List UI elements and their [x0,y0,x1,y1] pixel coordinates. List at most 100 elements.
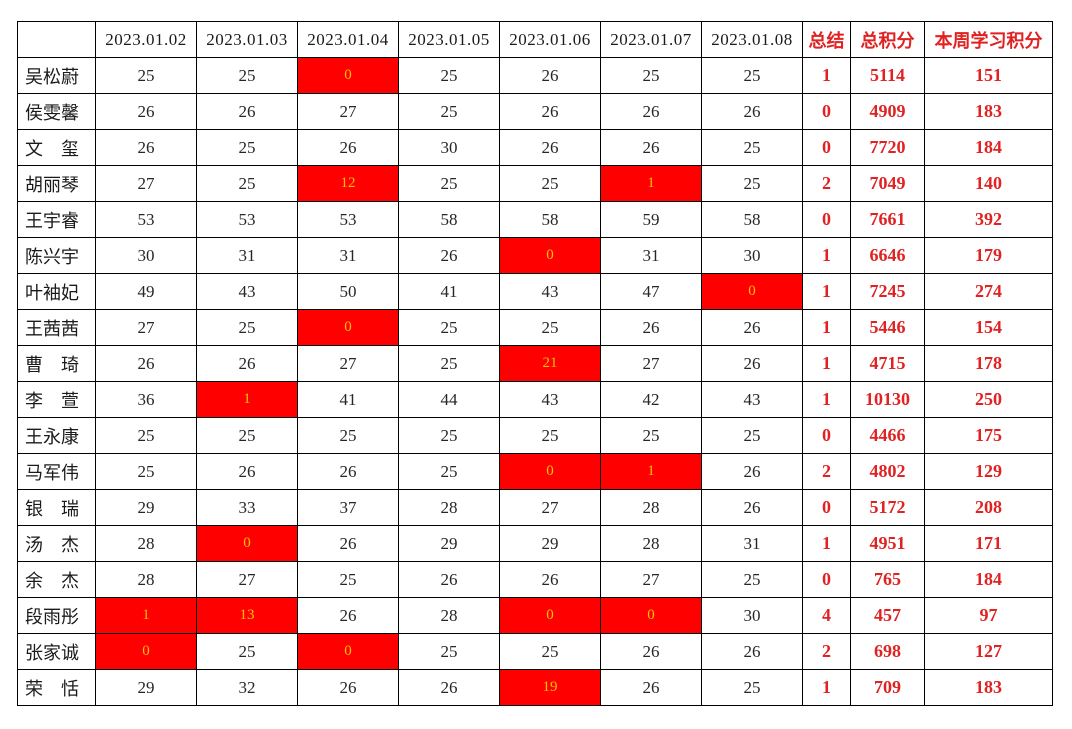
week-points-header: 本周学习积分 [924,21,1053,58]
day-cell: 42 [600,381,702,418]
day-cell: 25 [95,57,197,94]
day-cell: 53 [95,201,197,238]
student-name-cell: 曹 琦 [17,345,96,382]
week-points-cell: 140 [924,165,1053,202]
summary-cell: 0 [802,489,851,526]
summary-cell: 1 [802,237,851,274]
date-header: 2023.01.08 [701,21,803,58]
day-cell: 26 [398,237,500,274]
table-row: 段雨彤 1 13 26 28 0 0 30 4 457 97 [17,597,1053,634]
week-points-cell: 208 [924,489,1053,526]
day-cell: 26 [297,453,399,490]
day-cell: 43 [196,273,298,310]
total-points-cell: 709 [850,669,925,706]
day-cell: 25 [196,309,298,346]
highlighted-day-cell: 0 [196,525,298,562]
day-cell: 27 [499,489,601,526]
student-name-cell: 荣 恬 [17,669,96,706]
total-points-cell: 765 [850,561,925,598]
highlighted-day-cell: 0 [95,633,197,670]
week-points-cell: 175 [924,417,1053,454]
day-cell: 36 [95,381,197,418]
table-row: 张家诚 0 25 0 25 25 26 26 2 698 127 [17,633,1053,670]
highlighted-day-cell: 19 [499,669,601,706]
day-cell: 32 [196,669,298,706]
header-row: 2023.01.02 2023.01.03 2023.01.04 2023.01… [17,21,1053,58]
student-name-cell: 文 玺 [17,129,96,166]
week-points-cell: 129 [924,453,1053,490]
student-name-cell: 胡丽琴 [17,165,96,202]
day-cell: 26 [499,93,601,130]
highlighted-day-cell: 1 [95,597,197,634]
summary-cell: 2 [802,633,851,670]
day-cell: 49 [95,273,197,310]
day-cell: 43 [499,273,601,310]
day-cell: 27 [600,561,702,598]
day-cell: 53 [297,201,399,238]
highlighted-day-cell: 0 [701,273,803,310]
day-cell: 25 [297,417,399,454]
highlighted-day-cell: 1 [600,453,702,490]
total-points-cell: 7661 [850,201,925,238]
table-row: 李 萱 36 1 41 44 43 42 43 1 10130 250 [17,381,1053,418]
day-cell: 28 [600,525,702,562]
total-points-cell: 7245 [850,273,925,310]
week-points-cell: 274 [924,273,1053,310]
summary-cell: 2 [802,453,851,490]
week-points-cell: 97 [924,597,1053,634]
day-cell: 50 [297,273,399,310]
day-cell: 25 [398,165,500,202]
student-name-cell: 吴松蔚 [17,57,96,94]
student-name-cell: 银 瑞 [17,489,96,526]
table-row: 王宇睿 53 53 53 58 58 59 58 0 7661 392 [17,201,1053,238]
summary-cell: 0 [802,201,851,238]
summary-cell: 0 [802,129,851,166]
day-cell: 25 [600,57,702,94]
highlighted-day-cell: 13 [196,597,298,634]
day-cell: 25 [196,57,298,94]
day-cell: 26 [701,453,803,490]
week-points-cell: 178 [924,345,1053,382]
day-cell: 29 [398,525,500,562]
total-points-cell: 7720 [850,129,925,166]
total-points-header: 总积分 [850,21,925,58]
day-cell: 27 [297,345,399,382]
day-cell: 25 [398,93,500,130]
day-cell: 27 [297,93,399,130]
table-row: 王永康 25 25 25 25 25 25 25 0 4466 175 [17,417,1053,454]
day-cell: 27 [95,165,197,202]
student-name-cell: 陈兴宇 [17,237,96,274]
date-header: 2023.01.06 [499,21,601,58]
table-row: 叶袖妃 49 43 50 41 43 47 0 1 7245 274 [17,273,1053,310]
week-points-cell: 184 [924,561,1053,598]
total-points-cell: 5446 [850,309,925,346]
week-points-cell: 392 [924,201,1053,238]
day-cell: 41 [297,381,399,418]
week-points-cell: 250 [924,381,1053,418]
day-cell: 33 [196,489,298,526]
week-points-cell: 154 [924,309,1053,346]
highlighted-day-cell: 0 [600,597,702,634]
day-cell: 26 [600,129,702,166]
day-cell: 31 [297,237,399,274]
total-points-cell: 457 [850,597,925,634]
highlighted-day-cell: 21 [499,345,601,382]
day-cell: 26 [95,345,197,382]
week-points-cell: 151 [924,57,1053,94]
date-header: 2023.01.04 [297,21,399,58]
summary-cell: 1 [802,669,851,706]
date-header: 2023.01.03 [196,21,298,58]
day-cell: 25 [499,417,601,454]
day-cell: 25 [398,57,500,94]
total-points-cell: 4715 [850,345,925,382]
day-cell: 28 [95,525,197,562]
table-row: 马军伟 25 26 26 25 0 1 26 2 4802 129 [17,453,1053,490]
date-header: 2023.01.07 [600,21,702,58]
summary-cell: 1 [802,525,851,562]
day-cell: 25 [701,417,803,454]
student-name-cell: 王永康 [17,417,96,454]
day-cell: 27 [196,561,298,598]
week-points-cell: 183 [924,669,1053,706]
total-points-cell: 4909 [850,93,925,130]
day-cell: 25 [398,345,500,382]
